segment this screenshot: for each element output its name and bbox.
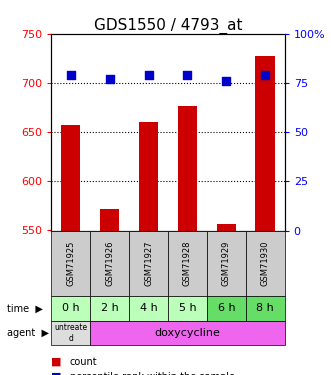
Bar (207, 296, 246, 321)
Text: GSM71927: GSM71927 (144, 241, 153, 286)
Text: ■: ■ (51, 357, 62, 367)
Bar (139, 122, 158, 231)
Bar (216, 224, 236, 231)
Point (224, 78, 229, 84)
Bar (168, 231, 207, 296)
Bar (168, 296, 207, 321)
Text: GSM71925: GSM71925 (66, 241, 75, 286)
Bar (246, 296, 285, 321)
Text: time  ▶: time ▶ (7, 303, 42, 313)
Text: doxycycline: doxycycline (155, 328, 220, 338)
Text: percentile rank within the sample: percentile rank within the sample (70, 372, 234, 375)
Bar (129, 231, 168, 296)
Text: untreate
d: untreate d (54, 323, 87, 342)
Text: agent  ▶: agent ▶ (7, 328, 49, 338)
Text: 8 h: 8 h (256, 303, 274, 313)
Bar (61, 125, 80, 231)
Bar (207, 231, 246, 296)
Point (68, 72, 73, 78)
Bar (100, 209, 119, 231)
Point (107, 76, 112, 82)
Text: 6 h: 6 h (217, 303, 235, 313)
Bar (178, 106, 197, 231)
Text: count: count (70, 357, 97, 367)
Text: 2 h: 2 h (101, 303, 118, 313)
Bar (51, 231, 90, 296)
Bar (90, 321, 285, 345)
Bar (51, 321, 90, 345)
Point (185, 72, 190, 78)
Bar (90, 296, 129, 321)
Text: GSM71929: GSM71929 (222, 241, 231, 286)
Bar (90, 231, 129, 296)
Point (262, 72, 268, 78)
Bar (129, 296, 168, 321)
Text: ■: ■ (51, 372, 62, 375)
Bar (51, 296, 90, 321)
Text: 4 h: 4 h (140, 303, 158, 313)
Text: GSM71926: GSM71926 (105, 241, 114, 286)
Bar (246, 231, 285, 296)
Title: GDS1550 / 4793_at: GDS1550 / 4793_at (94, 18, 242, 34)
Point (146, 72, 151, 78)
Bar (256, 56, 275, 231)
Text: GSM71930: GSM71930 (261, 241, 270, 286)
Text: 0 h: 0 h (62, 303, 79, 313)
Text: GSM71928: GSM71928 (183, 241, 192, 286)
Text: 5 h: 5 h (179, 303, 196, 313)
